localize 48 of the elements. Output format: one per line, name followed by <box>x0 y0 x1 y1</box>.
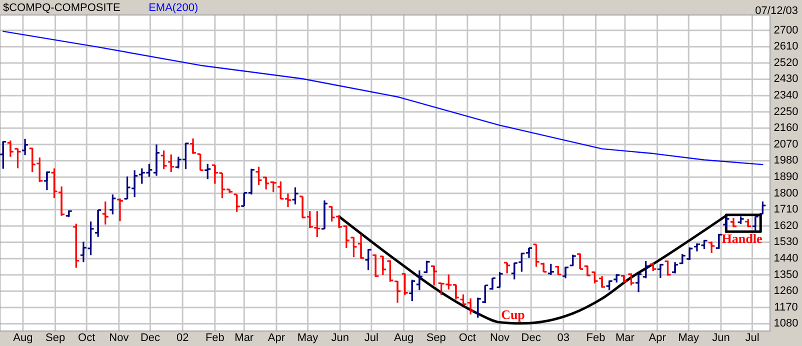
x-tick-label: Aug <box>13 332 33 344</box>
y-tick-label: 1080 <box>774 318 798 330</box>
y-tick-label: 1170 <box>774 301 798 314</box>
y-tick-label: 2430 <box>774 73 798 86</box>
x-tick-label: Jun <box>712 332 730 344</box>
y-tick-label: 1710 <box>774 204 798 216</box>
annotation: Cup <box>501 306 525 322</box>
x-tick-label: Feb <box>205 332 224 344</box>
annotation: 07/12/03 <box>755 4 798 17</box>
y-tick-label: 2250 <box>774 106 798 118</box>
x-tick-label: Mar <box>615 332 635 344</box>
x-tick-label: Jul <box>364 332 378 344</box>
x-tick-label: Apr <box>648 332 666 344</box>
x-tick-label: 03 <box>557 332 570 344</box>
x-tick-label: Apr <box>268 332 286 344</box>
annotation: Handle <box>722 230 762 246</box>
y-tick-label: 2340 <box>774 89 798 102</box>
y-tick-label: 1350 <box>774 268 798 281</box>
y-tick-label: 1800 <box>774 187 798 200</box>
x-tick-label: May <box>297 332 319 344</box>
chart-title: $COMPQ-COMPOSITE <box>3 2 120 14</box>
x-tick-label: Dec <box>521 332 542 344</box>
y-tick-label: 2160 <box>774 122 798 134</box>
x-tick-label: Aug <box>394 332 414 344</box>
text: EMA(200) <box>148 2 198 14</box>
y-tick-label: 2610 <box>774 40 798 53</box>
x-tick-label: 02 <box>176 332 189 344</box>
y-tick-label: 1440 <box>774 252 798 264</box>
y-tick-label: 1980 <box>774 154 798 167</box>
y-tick-label: 1530 <box>774 236 798 248</box>
x-tick-label: Sep <box>46 332 66 344</box>
y-tick-label: 2700 <box>774 24 798 36</box>
y-tick-label: 2070 <box>774 138 798 150</box>
x-tick-label: Nov <box>109 332 130 344</box>
y-tick-label: 1890 <box>774 170 798 183</box>
y-tick-label: 1260 <box>774 285 798 298</box>
x-tick-label: Dec <box>140 332 161 344</box>
x-tick-label: Oct <box>78 332 96 344</box>
x-tick-label: Mar <box>234 332 254 344</box>
x-tick-label: Jul <box>745 332 760 344</box>
x-tick-label: Jun <box>331 332 350 344</box>
y-tick-label: 2520 <box>774 56 798 69</box>
x-tick-label: Sep <box>426 332 446 344</box>
x-tick-label: Oct <box>458 332 476 344</box>
x-tick-label: May <box>678 332 700 344</box>
y-tick-label: 1620 <box>774 220 798 232</box>
x-tick-label: Feb <box>586 332 606 344</box>
x-tick-label: Nov <box>490 332 510 344</box>
